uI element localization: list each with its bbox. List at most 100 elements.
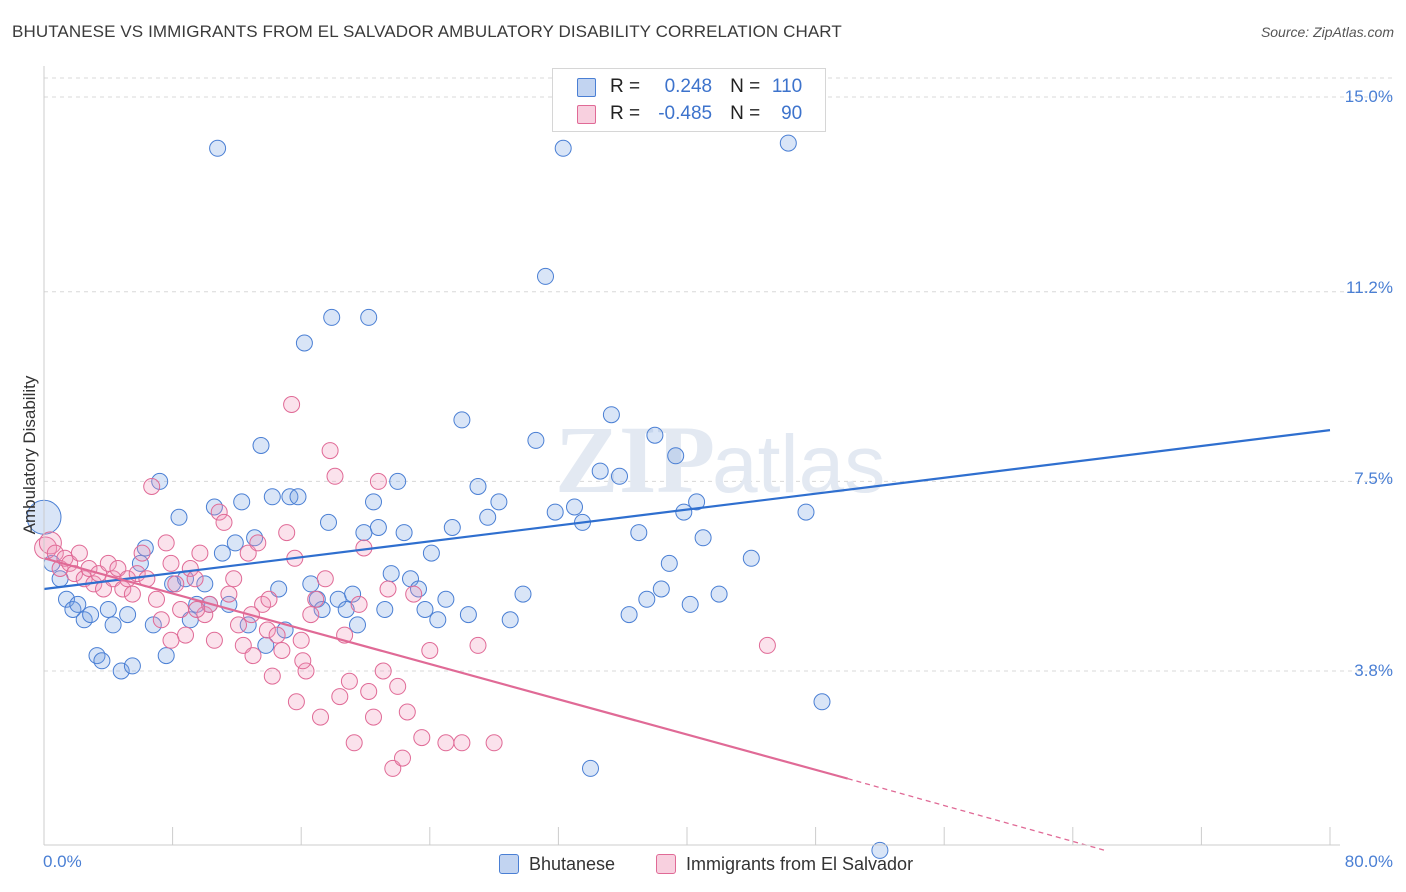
el-salvador-point — [350, 595, 368, 613]
bhutanese-point — [537, 267, 554, 285]
el-salvador-point — [249, 534, 267, 552]
el-salvador-point — [398, 703, 416, 721]
el-salvador-point — [172, 601, 190, 618]
bhutanese-point — [136, 539, 154, 557]
bhutanese-point — [389, 472, 407, 490]
el-salvador-point — [99, 554, 117, 572]
bhutanese-point — [694, 529, 712, 547]
bhutanese-point — [323, 308, 341, 326]
el-salvador-point — [162, 554, 180, 572]
legend-n-label: N = — [730, 76, 761, 97]
bhutanese-point — [443, 519, 461, 536]
el-salvador-point — [143, 478, 161, 495]
el-salvador-point — [312, 708, 329, 726]
bhutanese-point — [344, 585, 362, 603]
el-salvador-point — [340, 672, 358, 690]
el-salvador-point — [307, 590, 325, 608]
grid-layer — [44, 77, 1392, 672]
bhutanese-point — [88, 647, 106, 665]
bhutanese-point — [104, 616, 122, 634]
legend-n-label: N = — [730, 103, 761, 124]
el-salvador-point — [177, 626, 194, 644]
bhutanese-point — [313, 601, 331, 618]
el-salvador-point — [220, 585, 238, 603]
bhutanese-point — [501, 611, 519, 629]
bhutanese-point — [337, 601, 355, 618]
el-salvador-point — [186, 570, 204, 588]
x-tick-label: 80.0% — [1344, 852, 1393, 871]
y-tick-label: 3.8% — [1354, 661, 1393, 680]
bhutanese-point — [355, 524, 373, 542]
bhutanese-point — [582, 759, 599, 777]
el-salvador-point — [758, 636, 776, 654]
bhutanese-point — [554, 139, 572, 157]
bhutanese-point — [246, 529, 264, 547]
bhutanese-point — [416, 601, 434, 618]
bhutanese-point — [239, 616, 257, 634]
el-salvador-point — [302, 606, 320, 624]
el-salvador-point — [260, 590, 278, 608]
el-salvador-point — [421, 642, 439, 659]
el-salvador-point — [469, 636, 487, 654]
el-salvador-point — [297, 662, 315, 680]
bhutanese-point — [233, 493, 251, 511]
legend-r-value: 0.248 — [664, 76, 713, 97]
el-salvador-point — [152, 611, 170, 629]
el-salvador-point — [230, 616, 247, 634]
el-salvador-point — [210, 503, 228, 521]
bhutanese-point — [209, 139, 227, 157]
bhutanese-point — [349, 616, 366, 634]
bhutanese-point — [675, 503, 693, 521]
bhutanese-point — [410, 580, 427, 598]
bhutanese-point — [295, 334, 313, 352]
y-tick-label: 11.2% — [1346, 278, 1393, 297]
y-tick-label: 7.5% — [1354, 469, 1393, 488]
el-salvador-point — [389, 677, 407, 695]
legend-n-value: 90 — [781, 103, 803, 124]
bhutanese-point — [620, 606, 638, 624]
bhutanese-point — [630, 524, 648, 542]
el-salvador-point — [437, 734, 455, 752]
bhutanese-point — [546, 503, 564, 521]
el-salvador-point — [244, 647, 262, 665]
bottom-legend-el-salvador[interactable]: Immigrants from El Salvador — [656, 852, 913, 876]
bhutanese-point — [813, 693, 831, 711]
bottom-legend-label: Bhutanese — [529, 853, 616, 874]
bottom-legend-swatch-pink — [656, 854, 676, 874]
bhutanese-point — [320, 513, 337, 531]
points-layer — [26, 134, 889, 859]
el-salvador-point — [148, 590, 165, 608]
y-axis-label: Ambulatory Disability — [20, 375, 39, 535]
bhutanese-point — [112, 662, 130, 680]
el-salvador-point — [360, 683, 378, 700]
correlation-legend: R = 0.248 N = 110 R = -0.485 N = 90 — [552, 68, 826, 132]
axis-layer — [43, 66, 1340, 846]
bhutanese-point — [123, 657, 141, 675]
el-salvador-point — [453, 734, 471, 752]
bhutanese-point — [566, 498, 583, 516]
legend-n-value: 110 — [771, 76, 803, 97]
el-salvador-point — [268, 626, 286, 644]
bhutanese-point — [263, 488, 281, 506]
el-salvador-point — [114, 580, 132, 598]
bhutanese-point — [638, 590, 656, 608]
el-salvador-point — [345, 734, 363, 752]
y-tick-label: 15.0% — [1344, 87, 1393, 106]
el-salvador-point — [191, 544, 209, 562]
legend-r-label: R = — [610, 76, 641, 97]
bhutanese-point — [376, 601, 394, 618]
bhutanese-point — [395, 524, 413, 542]
bhutanese-point — [58, 590, 75, 608]
el-salvador-point — [331, 688, 349, 706]
bhutanese-point — [779, 134, 797, 152]
el-salvador-point — [413, 729, 431, 747]
el-salvador-point — [287, 693, 305, 711]
bottom-legend-bhutanese[interactable]: Bhutanese — [499, 852, 615, 876]
bhutanese-point — [660, 554, 678, 572]
el-salvador-point — [38, 531, 62, 555]
legend-row-el-salvador: R = -0.485 N = 90 — [577, 102, 802, 126]
bhutanese-point — [490, 493, 508, 511]
legend-r-label: R = — [610, 103, 641, 124]
bhutanese-point — [144, 616, 162, 634]
bhutanese-point — [514, 585, 532, 603]
